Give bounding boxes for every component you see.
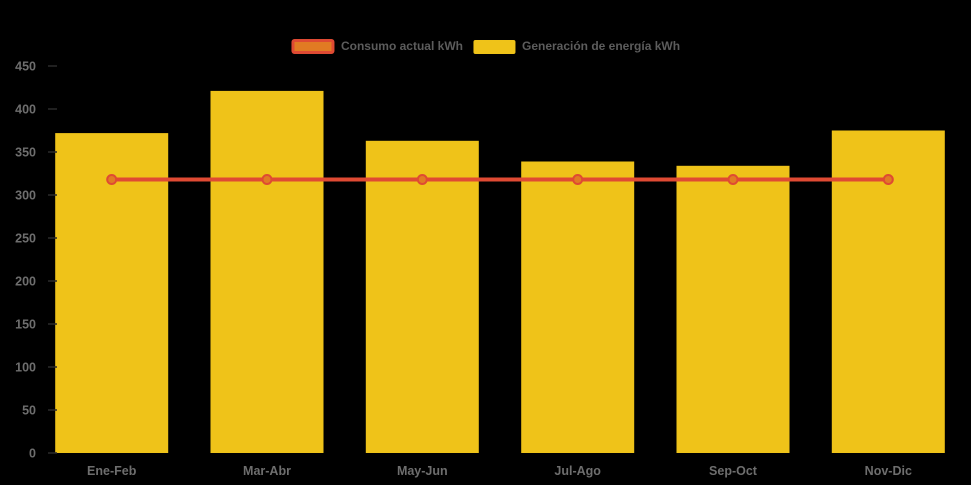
legend-label-generacion: Generación de energía kWh xyxy=(521,39,681,53)
y-tick-label: 250 xyxy=(15,232,36,246)
y-tick-label: 300 xyxy=(15,189,36,203)
x-tick-label-Nov-Dic: Nov-Dic xyxy=(865,464,912,478)
line-point-Sep-Oct[interactable] xyxy=(727,174,739,185)
bar-Mar-Abr[interactable] xyxy=(210,90,324,454)
consumo-line-swatch-icon xyxy=(290,39,334,54)
y-tick-label: 150 xyxy=(15,318,36,332)
x-tick-label-Sep-Oct: Sep-Oct xyxy=(709,464,758,478)
bars-group xyxy=(55,90,945,454)
y-tick-label: 100 xyxy=(15,361,36,375)
x-axis: Ene-Feb Mar-Abr May-Jun Jul-Ago Sep-Oct Nov-D… xyxy=(87,464,912,478)
line-point-May-Jun[interactable] xyxy=(416,174,428,185)
bar-Ene-Feb[interactable] xyxy=(55,133,169,453)
y-tick-label: 400 xyxy=(15,103,36,117)
legend-item-generacion-energia[interactable]: Generación de energía kWh xyxy=(472,39,681,54)
bar-May-Jun[interactable] xyxy=(365,140,479,454)
y-tick-label: 0 xyxy=(29,447,36,461)
y-tick-label: 450 xyxy=(15,60,36,74)
consumo-line-points xyxy=(106,174,894,185)
generacion-bar-swatch-icon xyxy=(472,39,515,54)
y-axis: 0 50 100 150 200 250 300 350 400 450 xyxy=(15,60,57,461)
x-tick-label-Ene-Feb: Ene-Feb xyxy=(87,464,137,478)
line-point-Nov-Dic[interactable] xyxy=(882,174,894,185)
x-tick-label-May-Jun: May-Jun xyxy=(397,464,448,478)
chart-legend: Consumo actual kWh Generación de energía… xyxy=(290,39,681,54)
y-tick-label: 50 xyxy=(22,404,36,418)
line-point-Ene-Feb[interactable] xyxy=(106,174,118,185)
line-point-Jul-Ago[interactable] xyxy=(572,174,584,185)
y-tick-label: 200 xyxy=(15,275,36,289)
legend-item-consumo-actual[interactable]: Consumo actual kWh xyxy=(290,39,463,54)
x-tick-label-Jul-Ago: Jul-Ago xyxy=(554,464,601,478)
bar-Jul-Ago[interactable] xyxy=(521,161,635,454)
bar-Sep-Oct[interactable] xyxy=(676,165,790,454)
line-point-Mar-Abr[interactable] xyxy=(261,174,273,185)
legend-label-consumo: Consumo actual kWh xyxy=(340,39,463,53)
x-tick-label-Mar-Abr: Mar-Abr xyxy=(243,464,291,478)
y-tick-label: 350 xyxy=(15,146,36,160)
